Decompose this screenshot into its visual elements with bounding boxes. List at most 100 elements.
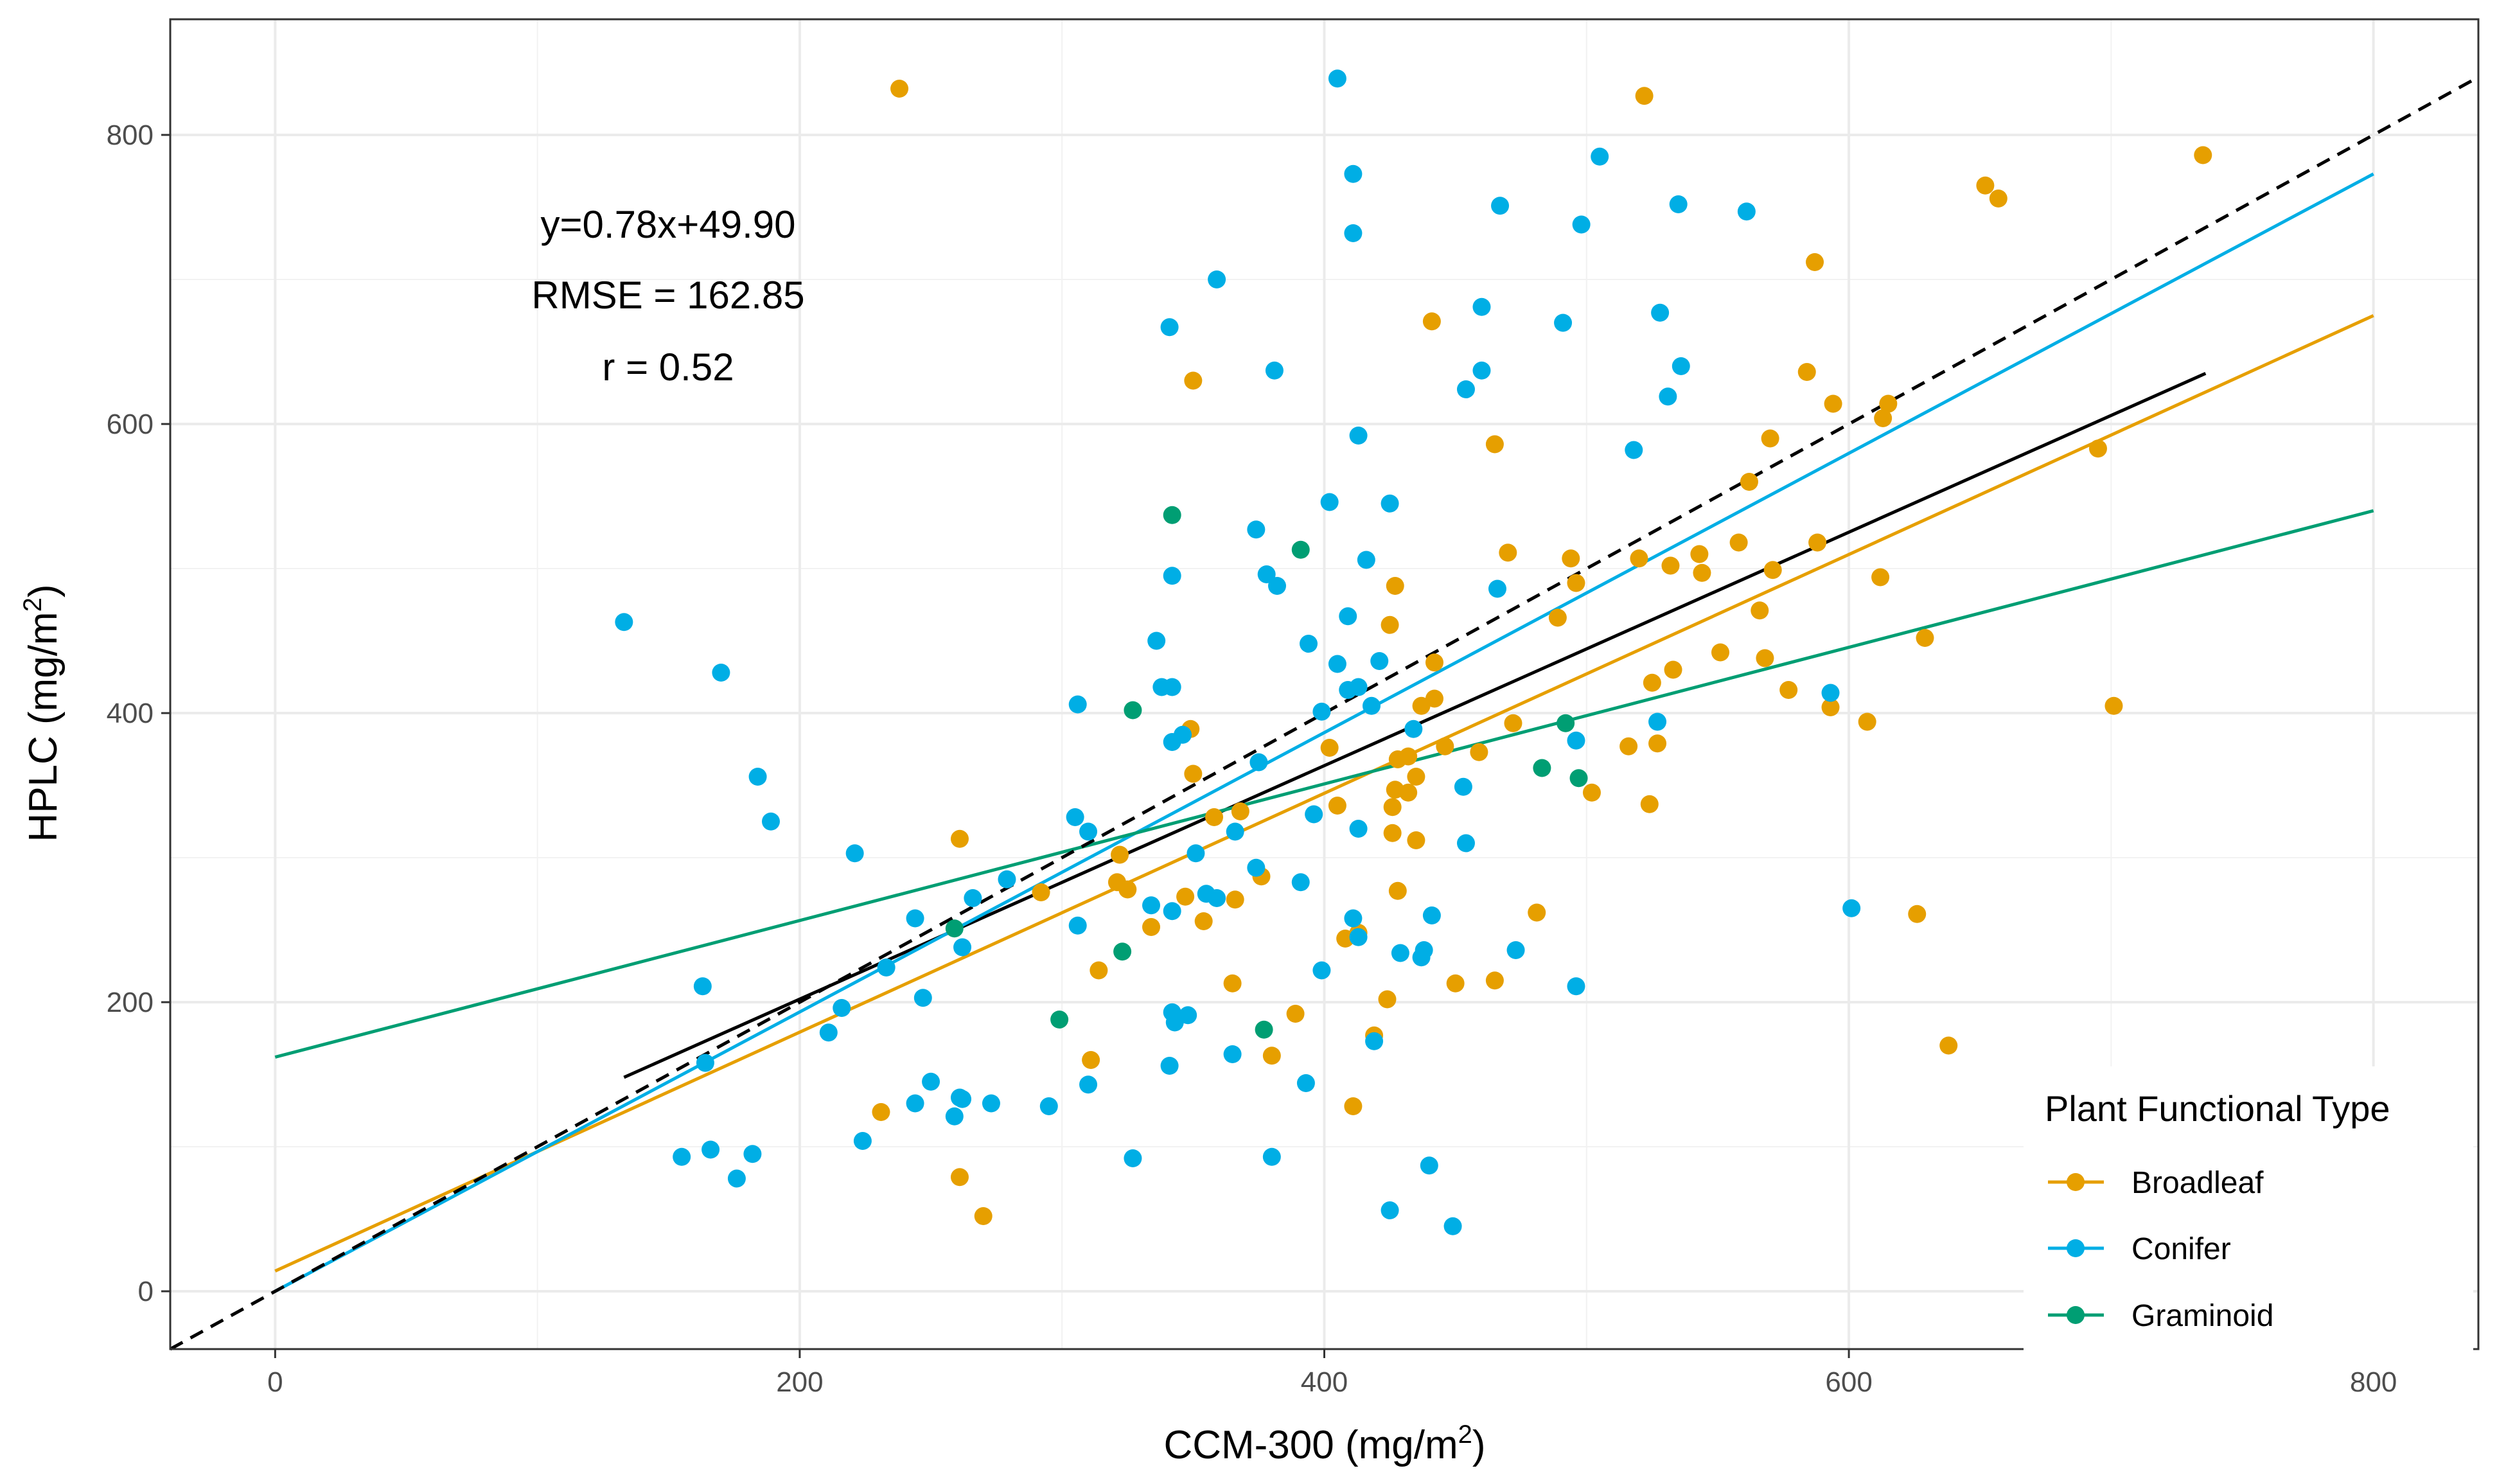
data-point-broadleaf: [1223, 974, 1242, 993]
data-point-conifer: [615, 613, 633, 632]
data-point-broadleaf: [1871, 568, 1890, 587]
data-point-conifer: [1362, 696, 1381, 715]
data-point-conifer: [1300, 635, 1318, 653]
data-point-broadleaf: [1763, 561, 1782, 579]
data-point-broadleaf: [1378, 990, 1397, 1009]
data-point-broadleaf: [1664, 660, 1682, 679]
data-point-broadleaf: [1485, 435, 1504, 454]
data-point-broadleaf: [1562, 549, 1580, 568]
data-point-graminoid: [1113, 942, 1132, 961]
data-point-conifer: [701, 1140, 720, 1159]
data-point-conifer: [1491, 197, 1510, 215]
data-point-graminoid: [1569, 769, 1588, 788]
data-point-broadleaf: [1989, 190, 2007, 208]
data-point-conifer: [1821, 684, 1840, 702]
data-point-broadleaf: [1388, 881, 1407, 900]
data-point-broadleaf: [1939, 1036, 1958, 1055]
data-point-graminoid: [1533, 759, 1551, 777]
data-point-broadleaf: [1874, 409, 1893, 427]
stats-annotation: y=0.78x+49.90 RMSE = 162.85 r = 0.52: [531, 203, 804, 389]
data-point-broadleaf: [1032, 883, 1050, 901]
data-point-conifer: [1291, 873, 1310, 892]
data-point-broadleaf: [1262, 1047, 1281, 1065]
data-point-conifer: [1339, 681, 1357, 699]
data-point-conifer: [1312, 961, 1331, 980]
data-point-broadleaf: [872, 1103, 890, 1121]
data-point-broadleaf: [1205, 808, 1224, 826]
legend-item-broadleaf: Broadleaf: [2048, 1166, 2264, 1200]
data-point-conifer: [819, 1023, 838, 1042]
data-point-conifer: [1079, 822, 1098, 841]
data-point-conifer: [1265, 361, 1284, 380]
data-point-conifer: [945, 1107, 964, 1126]
grid-major: [170, 19, 2478, 1349]
data-point-conifer: [1472, 297, 1491, 316]
data-point-broadleaf: [1082, 1051, 1100, 1069]
data-point-conifer: [953, 938, 972, 957]
data-point-broadleaf: [1231, 802, 1249, 820]
data-point-conifer: [1567, 731, 1585, 750]
data-point-conifer: [1163, 567, 1181, 585]
data-point-broadleaf: [1661, 556, 1680, 575]
data-point-conifer: [982, 1094, 1000, 1113]
data-point-broadleaf: [1808, 533, 1827, 552]
data-point-conifer: [1488, 579, 1506, 598]
data-point-broadleaf: [1412, 696, 1431, 715]
data-point-conifer: [1079, 1075, 1098, 1094]
legend-item-graminoid: Graminoid: [2048, 1299, 2273, 1333]
data-point-broadleaf: [1422, 312, 1441, 331]
data-point-broadleaf: [2104, 696, 2123, 715]
data-point-broadleaf: [1908, 905, 1927, 923]
data-point-graminoid: [945, 919, 964, 938]
y-axis-title-end: ): [21, 584, 66, 597]
series-graminoid: [945, 506, 1588, 1039]
data-point-broadleaf: [1797, 363, 1816, 381]
data-point-conifer: [1208, 270, 1226, 288]
data-point-broadleaf: [1383, 824, 1402, 842]
data-point-conifer: [1223, 1045, 1242, 1063]
data-point-conifer: [922, 1072, 940, 1091]
data-point-broadleaf: [1761, 429, 1779, 448]
data-point-conifer: [1842, 899, 1861, 917]
data-point-conifer: [1349, 820, 1368, 838]
data-point-broadleaf: [1399, 747, 1418, 766]
data-point-conifer: [1365, 1032, 1384, 1050]
data-point-conifer: [1344, 909, 1363, 928]
data-point-conifer: [1262, 1147, 1281, 1166]
data-point-broadleaf: [1619, 737, 1638, 755]
data-point-conifer: [1420, 1156, 1438, 1175]
data-point-broadleaf: [1184, 371, 1203, 390]
data-point-conifer: [1066, 808, 1084, 826]
data-point-conifer: [1443, 1217, 1462, 1235]
data-point-conifer: [1328, 655, 1346, 673]
y-tick-label: 400: [107, 698, 154, 729]
fit-line-graminoid: [274, 509, 2374, 1059]
data-point-graminoid: [1050, 1011, 1069, 1029]
data-point-broadleaf: [1824, 394, 1842, 413]
data-point-broadleaf: [890, 80, 909, 98]
y-axis-title-main: HPLC (mg/m: [21, 612, 66, 842]
data-point-conifer: [1625, 441, 1643, 459]
data-point-broadleaf: [1111, 845, 1129, 864]
data-point-conifer: [693, 977, 712, 996]
data-point-conifer: [1039, 1097, 1058, 1115]
x-axis-title-superscript: 2: [1458, 1420, 1472, 1449]
data-point-conifer: [1152, 678, 1171, 696]
data-point-conifer: [1572, 215, 1591, 234]
data-point-broadleaf: [1756, 649, 1774, 667]
data-point-conifer: [1454, 777, 1472, 796]
data-point-conifer: [1068, 695, 1087, 714]
data-point-broadleaf: [1226, 890, 1244, 909]
data-point-graminoid: [1291, 540, 1310, 559]
data-point-broadleaf: [1328, 797, 1346, 815]
data-point-conifer: [1391, 944, 1409, 962]
data-point-broadleaf: [1090, 961, 1108, 980]
x-axis-ticks: 0 200 400 600 800: [267, 1349, 2397, 1398]
data-point-conifer: [1320, 493, 1339, 511]
data-point-broadleaf: [1635, 87, 1654, 105]
data-point-conifer: [1659, 387, 1677, 406]
data-point-conifer: [761, 812, 780, 831]
x-tick-label: 200: [776, 1366, 823, 1398]
data-point-broadleaf: [950, 829, 969, 848]
data-point-broadleaf: [1806, 253, 1824, 271]
